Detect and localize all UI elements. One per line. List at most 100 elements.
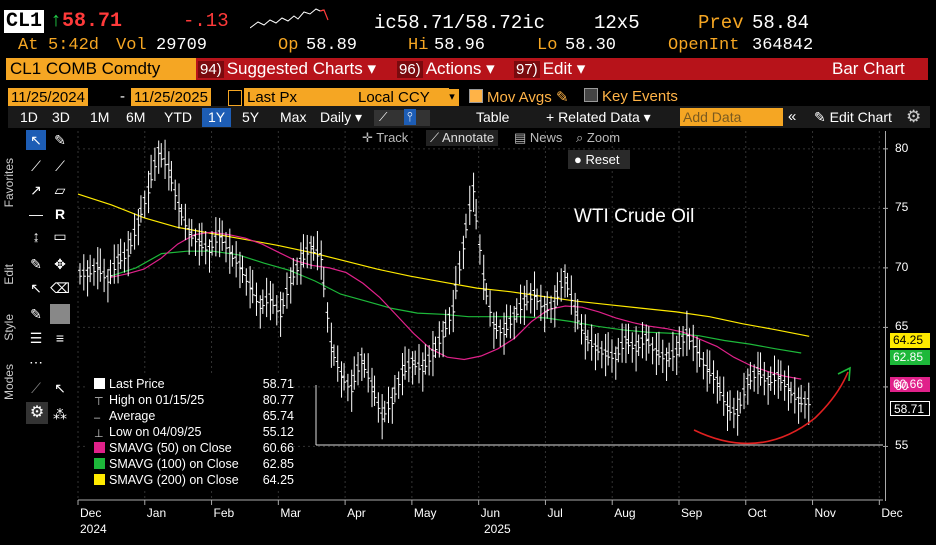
annotate-tool[interactable]: ⟋ Annotate [426, 130, 499, 146]
currency-select[interactable]: Local CCY [355, 88, 449, 107]
period-button-max[interactable]: Max [280, 109, 307, 125]
sma100-line [110, 250, 802, 354]
legend-row[interactable]: Last Price 58.71 [94, 377, 294, 391]
dash-style-icon[interactable]: ⋯ [29, 354, 43, 370]
side-tab-modes[interactable]: Modes [2, 364, 16, 401]
palette-icon[interactable]: ⁂ [53, 406, 67, 422]
delete-icon[interactable]: ⌫ [50, 280, 70, 296]
fibonacci-icon[interactable]: ↨ [32, 228, 40, 244]
draw-icon[interactable]: ✎ [54, 132, 66, 148]
date-dash: - [120, 88, 125, 105]
legend-row[interactable]: SMAVG (200) on Close 64.25 [94, 473, 294, 487]
period-button-ytd[interactable]: YTD [164, 109, 192, 125]
zoom-tool[interactable]: ⌕ Zoom [576, 130, 621, 145]
line-options-icon[interactable] [26, 354, 46, 374]
line-width-icon[interactable]: ≡ [55, 330, 65, 346]
add-data-input[interactable]: Add Data [680, 108, 783, 126]
start-date-field[interactable]: 11/25/2024 [8, 88, 88, 107]
news-tool[interactable]: ▤ News [514, 130, 563, 145]
suggested-charts-menu[interactable]: 94) Suggested Charts ▾ [198, 59, 377, 78]
edit-chart-button[interactable]: ✎ Edit Chart [814, 109, 892, 125]
chart-type-label: Bar Chart [832, 59, 905, 78]
channel-icon[interactable]: ▱ [54, 182, 66, 198]
menu-bar: 94) Suggested Charts ▾ 96) Actions ▾ 97) Ed… [196, 58, 928, 80]
horizontal-line-icon[interactable]: — [29, 206, 43, 222]
side-tab-edit[interactable]: Edit [2, 264, 16, 285]
diagonal-icon[interactable]: ⟋ [31, 380, 41, 396]
y-tick-label: 70 [895, 259, 909, 274]
period-button-1y[interactable]: 1Y [202, 108, 232, 127]
arrow-line-icon[interactable]: ↗ [30, 182, 42, 198]
period-button-5y[interactable]: 5Y [242, 109, 260, 125]
legend-row[interactable]: SMAVG (100) on Close 62.85 [94, 457, 294, 471]
legend-row[interactable]: – Average 65.74 [94, 409, 294, 424]
open-label: Op [278, 36, 299, 55]
line-style-icon[interactable]: ☰ [29, 330, 43, 346]
track-tool[interactable]: ✛ Track [362, 130, 409, 145]
style-pen-icon[interactable]: ✎ [30, 306, 42, 322]
side-tab-favorites[interactable]: Favorites [2, 158, 16, 208]
y-tick-label: 60 [895, 378, 909, 393]
chart-type-icons[interactable]: ⟋ ⫯ [374, 109, 430, 126]
frequency-select[interactable]: Daily ▾ [320, 109, 363, 125]
y-tick-label: 75 [895, 200, 909, 215]
price-tag: 58.71 [890, 401, 930, 416]
table-button[interactable]: Table [476, 109, 510, 125]
sparkline-icon [250, 8, 329, 29]
settings-gear-icon[interactable]: ⚙ [26, 402, 48, 424]
select-icon[interactable]: ↖ [30, 280, 42, 296]
x-tick-label: Oct [747, 506, 767, 520]
reset-button[interactable]: ● Reset [568, 150, 630, 169]
pencil-icon[interactable]: ✎ [555, 89, 569, 106]
last-price: 58.71 [62, 10, 123, 33]
side-tab-style[interactable]: Style [2, 314, 16, 341]
end-date-field[interactable]: 11/25/2025 [131, 88, 211, 107]
checkbox-icon[interactable] [469, 89, 483, 103]
bar-chart-icon[interactable]: ⫯ [404, 109, 416, 125]
move-icon[interactable]: ✥ [54, 256, 66, 272]
period-button-1d[interactable]: 1D [20, 109, 38, 125]
actions-menu[interactable]: 96) Actions ▾ [397, 59, 495, 78]
legend-label: SMAVG (200) on Close [109, 473, 239, 487]
pencil-icon: ✎ [814, 109, 830, 125]
ray-icon[interactable]: ⟋ [55, 158, 65, 174]
pointer-icon[interactable]: ↖ [26, 130, 46, 150]
legend-label: Average [109, 409, 156, 423]
legend-row[interactable]: ⊤ High on 01/15/25 80.77 [94, 393, 294, 408]
legend-row[interactable]: SMAVG (50) on Close 60.66 [94, 441, 294, 455]
edit-menu[interactable]: 97) Edit ▾ [514, 59, 586, 78]
price-field-select[interactable]: Last Px [244, 88, 356, 107]
period-button-1m[interactable]: 1M [90, 109, 110, 125]
price-tag: 60.66 [890, 377, 930, 392]
legend-swatch-icon [94, 458, 105, 469]
checkbox-icon[interactable] [584, 88, 598, 102]
ticker-symbol[interactable]: CL1 [4, 10, 45, 33]
zoom-icon: ⌕ [576, 130, 587, 145]
x-tick-label: Sep [680, 506, 703, 520]
key-events-toggle[interactable]: Key Events [584, 88, 678, 105]
text-tool-icon[interactable]: R [54, 206, 66, 222]
trendline-icon[interactable]: ⟋ [31, 158, 41, 174]
color-swatch-icon[interactable] [50, 304, 70, 324]
cursor-mode-icon[interactable]: ↖ [54, 380, 66, 396]
news-icon: ▤ [514, 130, 530, 145]
mov-avgs-toggle[interactable]: Mov Avgs ✎ [469, 88, 569, 106]
gear-icon[interactable]: ⚙ [906, 107, 922, 126]
rectangle-icon[interactable]: ▭ [53, 228, 67, 244]
time-label: At [18, 36, 39, 55]
period-button-6m[interactable]: 6M [126, 109, 146, 125]
prev-label: Prev [698, 12, 744, 34]
collapse-icon[interactable]: « [788, 108, 797, 125]
pen-icon[interactable]: ✎ [30, 256, 42, 272]
line-chart-icon[interactable]: ⟋ [379, 110, 388, 124]
legend-row[interactable]: ⊥ Low on 04/09/25 55.12 [94, 425, 294, 440]
bid-ask-size: 12x5 [594, 12, 640, 34]
legend-value: 55.12 [262, 425, 294, 439]
security-field[interactable]: CL1 COMB Comdty [6, 58, 196, 80]
x-tick-label: Nov [814, 506, 836, 520]
period-button-3d[interactable]: 3D [52, 109, 70, 125]
currency-dropdown-icon[interactable]: ▾ [445, 89, 459, 106]
related-data-button[interactable]: + Related Data ▾ [546, 109, 651, 125]
calendar-icon[interactable] [228, 90, 242, 106]
